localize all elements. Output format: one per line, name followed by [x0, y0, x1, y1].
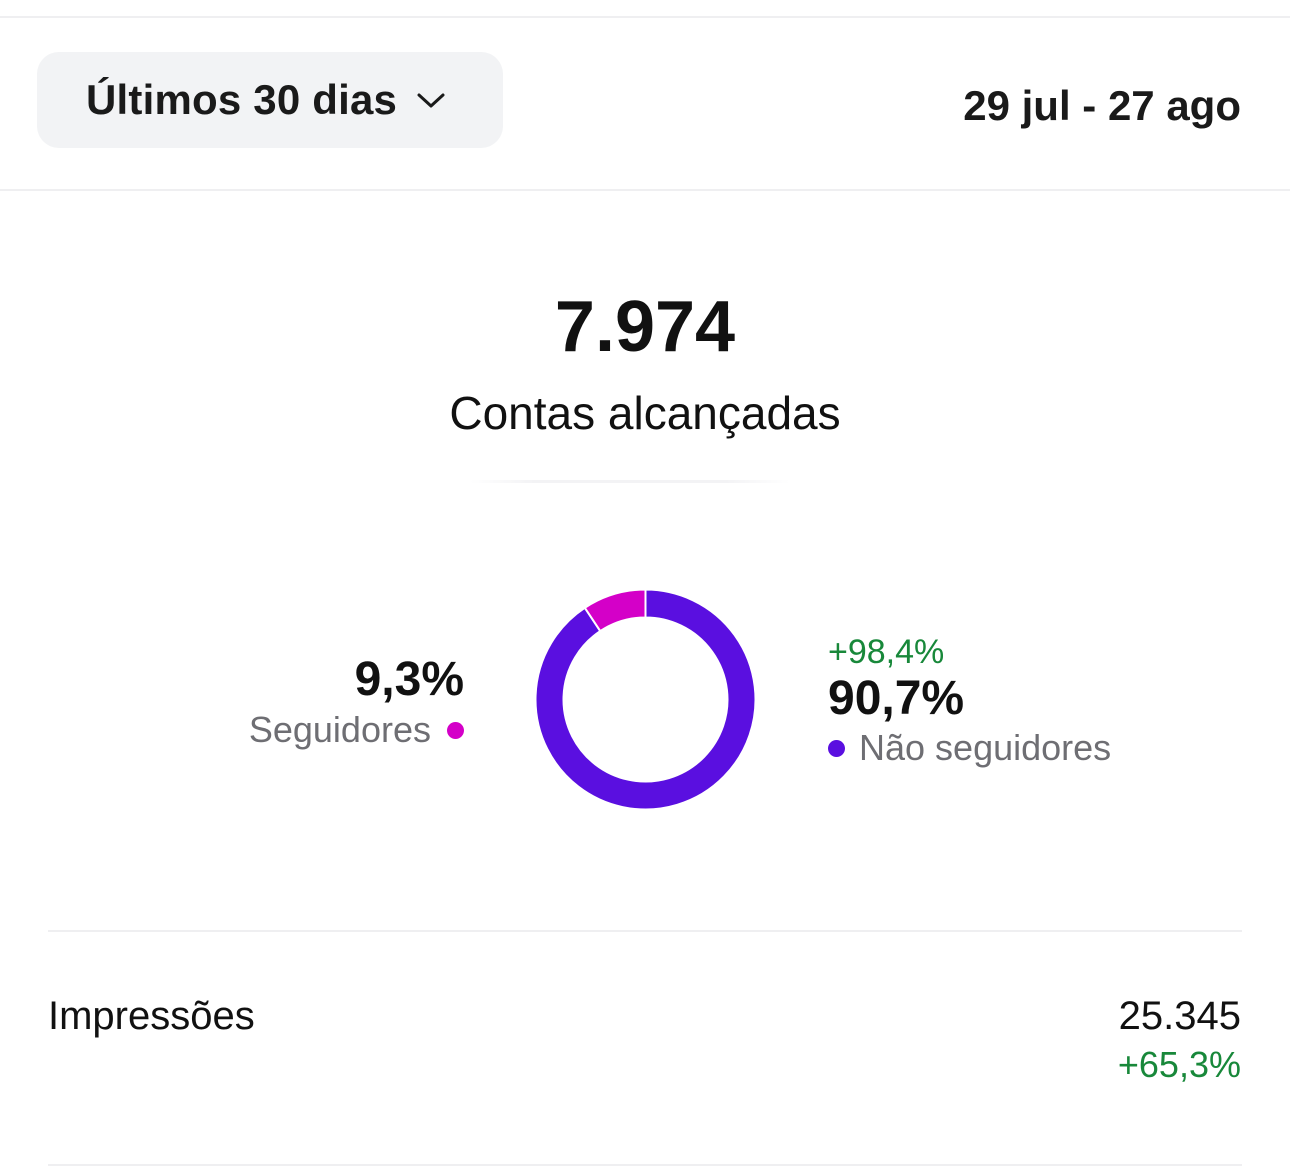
date-range-text: 29 jul - 27 ago [963, 82, 1241, 129]
accounts-reached-label: Contas alcançadas [449, 387, 841, 439]
header: Últimos 30 dias 29 jul - 27 ago [0, 18, 1290, 190]
header-divider [0, 189, 1290, 191]
followers-percent: 9,3% [354, 653, 464, 706]
top-divider [0, 16, 1290, 18]
audience-donut-chart [534, 588, 757, 811]
impressions-value: 25.345 [1118, 994, 1241, 1038]
followers-legend: 9,3% Seguidores [249, 655, 464, 751]
bottom-divider [48, 1164, 1242, 1166]
non-followers-label: Não seguidores [859, 727, 1112, 768]
impressions-label: Impressões [48, 994, 255, 1038]
date-range-dropdown[interactable]: Últimos 30 dias [37, 52, 503, 148]
non-followers-dot [828, 739, 845, 757]
accounts-reached-value: 7.974 [554, 287, 736, 367]
non-followers-percent: 90,7% [828, 672, 965, 725]
followers-dot [447, 721, 464, 739]
chevron-down-icon [415, 88, 447, 112]
donut-slice-seguidores [583, 588, 647, 633]
non-followers-change: +98,4% [828, 633, 945, 671]
followers-label: Seguidores [248, 709, 431, 750]
section-divider [48, 930, 1242, 932]
impressions-change: +65,3% [1117, 1044, 1241, 1085]
donut-slice-n-o-seguidores [534, 588, 757, 811]
date-range-dropdown-label: Últimos 30 dias [86, 76, 398, 123]
non-followers-legend: +98,4% 90,7% Não seguidores [828, 633, 1111, 769]
faint-separator [470, 480, 790, 483]
